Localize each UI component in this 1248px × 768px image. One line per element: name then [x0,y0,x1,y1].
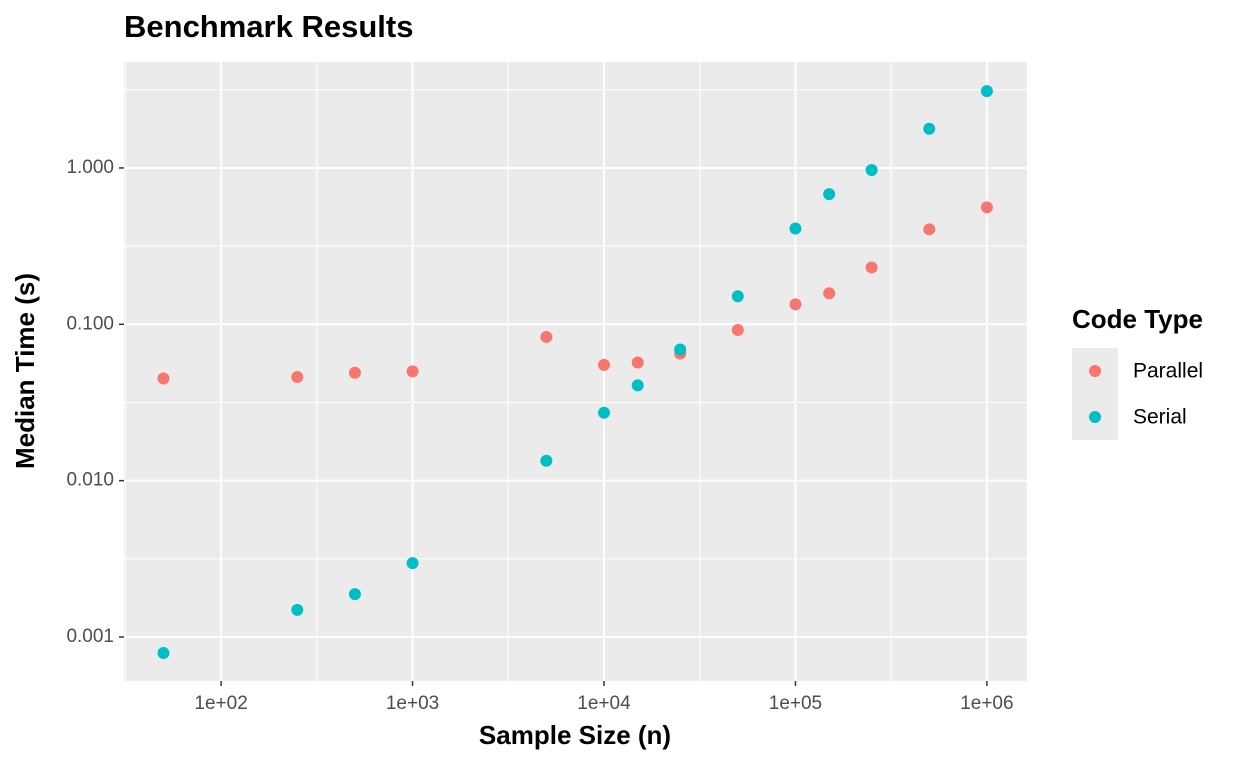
point [157,372,170,385]
y-axis-title: Median Time (s) [10,273,40,469]
point [823,188,836,201]
point [291,603,304,616]
x-tick-label: 1e+06 [960,693,1013,714]
point [923,122,936,135]
legend-swatch [1089,411,1101,423]
point [789,298,802,311]
point [865,164,878,177]
y-tick-label: 0.100 [66,313,114,334]
point [731,323,744,336]
panel [124,62,1027,681]
x-tick-label: 1e+03 [386,693,439,714]
point [823,287,836,300]
point [406,365,419,378]
chart-title: Benchmark Results [124,9,413,44]
point [540,454,553,467]
point [631,379,644,392]
legend-label: Parallel [1133,360,1203,383]
point [980,201,993,214]
point [731,290,744,303]
point [597,406,610,419]
x-axis-title: Sample Size (n) [479,720,671,750]
point [865,261,878,274]
point [789,222,802,235]
point [540,330,553,343]
point [923,223,936,236]
point [980,85,993,98]
point [348,366,361,379]
legend-label: Serial [1133,406,1187,429]
legend-title: Code Type [1072,304,1203,334]
point [157,646,170,659]
point [348,588,361,601]
y-tick-label: 1.000 [66,157,114,178]
x-tick-label: 1e+02 [194,693,247,714]
point [674,343,687,356]
marks [157,85,993,659]
x-tick-label: 1e+04 [577,693,631,714]
y-tick-label: 0.001 [66,626,114,647]
x-tick-label: 1e+05 [769,693,822,714]
y-tick-label: 0.010 [66,470,114,491]
point [291,371,304,384]
point [631,356,644,369]
legend-swatch [1089,365,1101,377]
point [406,557,419,570]
point [597,358,610,371]
